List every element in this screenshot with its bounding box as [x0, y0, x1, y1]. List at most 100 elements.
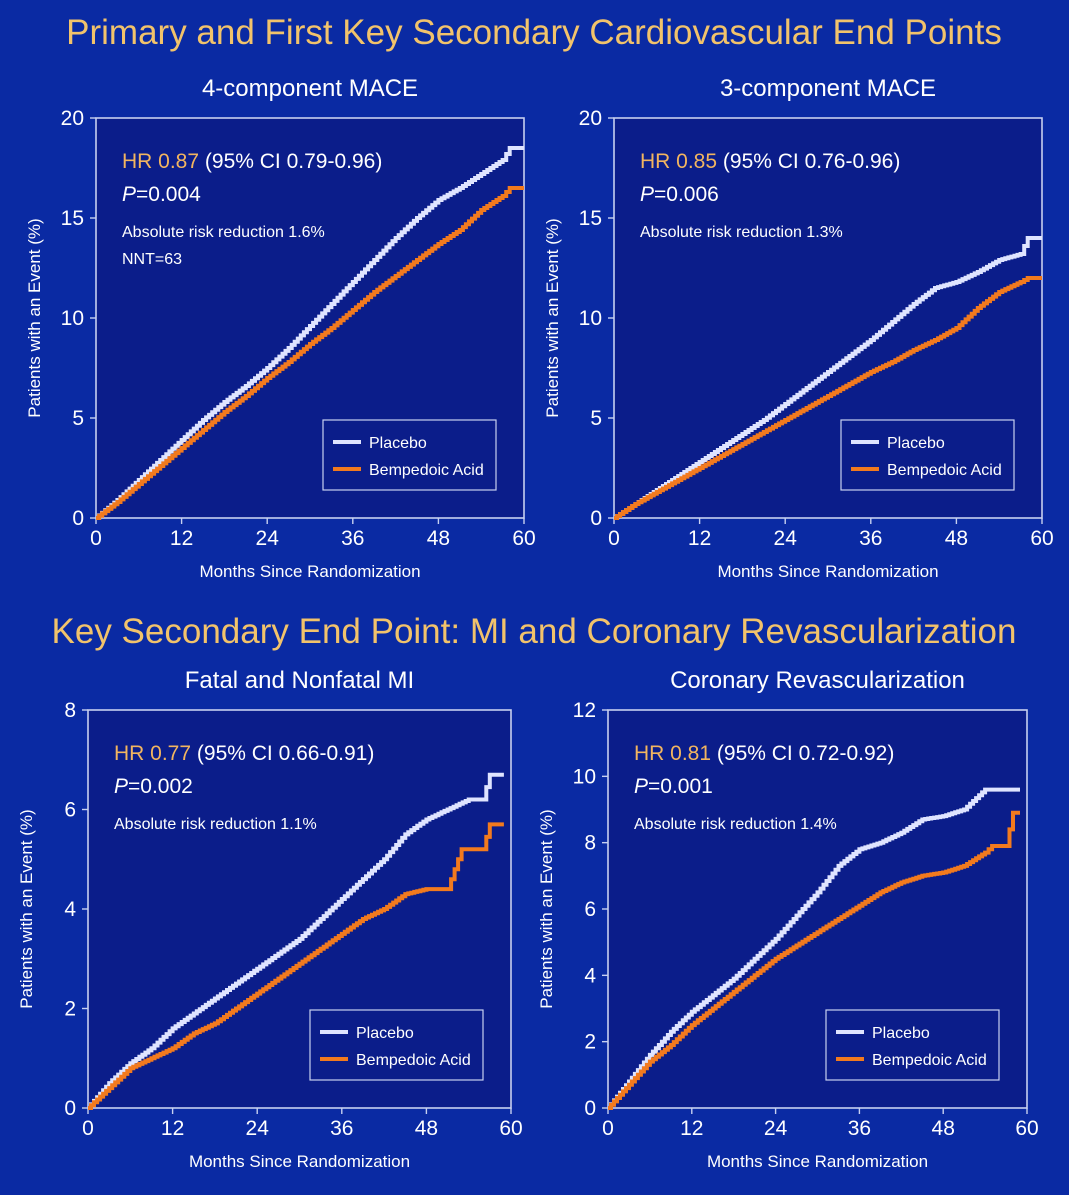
y-tick-label: 20	[579, 107, 602, 130]
p-letter: P	[114, 775, 128, 798]
hr-value: HR 0.87	[122, 150, 199, 173]
legend-label-bempedoic-acid: Bempedoic Acid	[887, 462, 1002, 479]
x-tick-label: 36	[848, 1117, 871, 1140]
absolute-risk-note: Absolute risk reduction 1.4%	[634, 816, 837, 833]
nnt-note: NNT=63	[122, 251, 182, 268]
x-tick-label: 36	[859, 527, 882, 550]
y-tick-label: 5	[590, 407, 602, 430]
x-tick-label: 0	[82, 1117, 94, 1140]
legend-box	[840, 419, 1015, 491]
legend: Placebo Bempedoic Acid	[825, 1009, 1000, 1081]
y-axis-label: Patients with an Event (%)	[17, 809, 36, 1008]
x-tick-label: 24	[774, 527, 798, 550]
p-number: =0.004	[136, 183, 201, 206]
y-tick-label: 10	[579, 307, 602, 330]
series-line-placebo	[608, 787, 1020, 1110]
x-tick-label: 0	[602, 1117, 614, 1140]
legend-label-placebo: Placebo	[872, 1025, 930, 1042]
x-tick-label: 24	[764, 1117, 788, 1140]
chart-title: 4-component MACE	[202, 75, 418, 102]
p-value: P=0.004	[122, 183, 201, 206]
x-tick-label: 48	[932, 1117, 955, 1140]
p-letter: P	[122, 183, 136, 206]
y-tick-label: 15	[61, 207, 84, 230]
heading-middle: Key Secondary End Point: MI and Coronary…	[52, 612, 1017, 651]
y-tick-label: 10	[573, 765, 596, 788]
legend-label-placebo: Placebo	[369, 435, 427, 452]
y-axis-label: Patients with an Event (%)	[537, 809, 556, 1008]
p-number: =0.006	[654, 183, 719, 206]
y-axis-label: Patients with an Event (%)	[25, 218, 44, 417]
y-tick-label: 6	[584, 898, 596, 921]
series-line-bempedoic-acid	[608, 810, 1020, 1110]
legend: Placebo Bempedoic Acid	[840, 419, 1015, 491]
x-tick-label: 60	[499, 1117, 522, 1140]
p-letter: P	[640, 183, 654, 206]
series-line-bempedoic-acid	[88, 822, 504, 1110]
legend-label-bempedoic-acid: Bempedoic Acid	[872, 1052, 987, 1069]
y-tick-label: 0	[590, 507, 602, 530]
chart-title: Coronary Revascularization	[670, 667, 965, 694]
legend: Placebo Bempedoic Acid	[322, 419, 497, 491]
x-tick-label: 0	[90, 527, 102, 550]
hr-ci: (95% CI 0.79-0.96)	[205, 150, 382, 173]
x-tick-label: 24	[256, 527, 280, 550]
x-tick-label: 12	[688, 527, 711, 550]
x-tick-label: 12	[680, 1117, 703, 1140]
series-line-bempedoic-acid	[614, 276, 1042, 520]
y-axis-label: Patients with an Event (%)	[543, 218, 562, 417]
hr-value: HR 0.85	[640, 150, 717, 173]
x-tick-label: 12	[161, 1117, 184, 1140]
x-tick-label: 60	[512, 527, 535, 550]
x-tick-label: 36	[341, 527, 364, 550]
legend-label-placebo: Placebo	[356, 1025, 414, 1042]
x-tick-label: 0	[608, 527, 620, 550]
y-tick-label: 5	[72, 407, 84, 430]
x-tick-label: 12	[170, 527, 193, 550]
series-line-placebo	[96, 146, 524, 520]
legend-box	[322, 419, 497, 491]
x-tick-label: 24	[246, 1117, 270, 1140]
y-tick-label: 2	[584, 1031, 596, 1054]
x-tick-label: 48	[415, 1117, 438, 1140]
chart-fatal-and-nonfatal-mi: Fatal and Nonfatal MI0 12 24 36 48 6002468Mon…	[17, 667, 523, 1171]
p-letter: P	[634, 775, 648, 798]
legend-label-bempedoic-acid: Bempedoic Acid	[369, 462, 484, 479]
chart-title: 3-component MACE	[720, 75, 936, 102]
hazard-ratio: HR 0.81 (95% CI 0.72-0.92)	[634, 742, 894, 765]
absolute-risk-note: Absolute risk reduction 1.6%	[122, 224, 325, 241]
heading-top: Primary and First Key Secondary Cardiova…	[66, 13, 1002, 52]
hr-value: HR 0.77	[114, 742, 191, 765]
series-line-placebo	[88, 772, 504, 1110]
x-axis-label: Months Since Randomization	[707, 1152, 928, 1171]
p-value: P=0.002	[114, 775, 193, 798]
y-tick-label: 4	[584, 964, 596, 987]
y-tick-label: 8	[584, 832, 596, 855]
legend-box	[825, 1009, 1000, 1081]
hazard-ratio: HR 0.85 (95% CI 0.76-0.96)	[640, 150, 900, 173]
p-number: =0.001	[648, 775, 713, 798]
absolute-risk-note: Absolute risk reduction 1.1%	[114, 816, 317, 833]
legend: Placebo Bempedoic Acid	[309, 1009, 484, 1081]
series-line-placebo	[614, 236, 1042, 520]
legend-label-bempedoic-acid: Bempedoic Acid	[356, 1052, 471, 1069]
x-tick-label: 48	[427, 527, 450, 550]
p-value: P=0.001	[634, 775, 713, 798]
legend-box	[309, 1009, 484, 1081]
x-axis-label: Months Since Randomization	[189, 1152, 410, 1171]
p-value: P=0.006	[640, 183, 719, 206]
series-line-bempedoic-acid	[96, 186, 524, 520]
x-tick-label: 60	[1015, 1117, 1038, 1140]
y-tick-label: 15	[579, 207, 602, 230]
x-tick-label: 48	[945, 527, 968, 550]
hr-ci: (95% CI 0.72-0.92)	[717, 742, 894, 765]
y-tick-label: 0	[64, 1097, 76, 1120]
y-tick-label: 10	[61, 307, 84, 330]
chart-title: Fatal and Nonfatal MI	[185, 667, 414, 694]
y-tick-label: 8	[64, 699, 76, 722]
y-tick-label: 6	[64, 799, 76, 822]
x-axis-label: Months Since Randomization	[199, 562, 420, 581]
